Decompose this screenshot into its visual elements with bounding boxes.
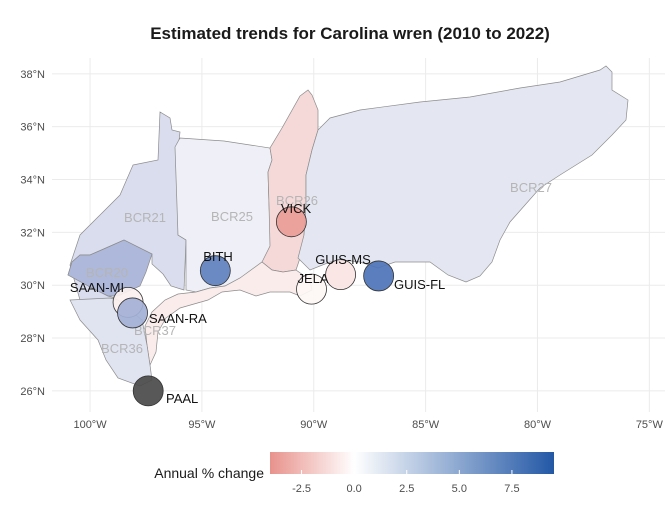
legend-colorbar xyxy=(270,452,554,474)
chart-title: Estimated trends for Carolina wren (2010… xyxy=(150,24,550,43)
longitude-tick-labels: 100°W 95°W 90°W 85°W 80°W 75°W xyxy=(73,419,663,431)
site-marker-PAAL xyxy=(132,375,164,407)
latitude-tick-labels: 26°N 28°N 30°N 32°N 34°N 36°N 38°N xyxy=(20,69,45,398)
legend-tick-label: 0.0 xyxy=(346,483,361,495)
legend-ticks: -2.5 0.0 2.5 5.0 7.5 xyxy=(292,470,520,495)
lat-tick-label: 36°N xyxy=(20,122,45,134)
lat-tick-label: 28°N xyxy=(20,333,45,345)
site-markers xyxy=(112,206,395,407)
site-marker-JELA xyxy=(296,273,327,305)
region-label-BCR20: BCR20 xyxy=(86,265,128,280)
site-label-PAAL: PAAL xyxy=(166,391,198,406)
site-label-JELA: JELA xyxy=(297,271,328,286)
region-label-BCR37: BCR37 xyxy=(134,323,176,338)
site-marker-VICK xyxy=(275,206,307,238)
lat-tick-label: 26°N xyxy=(20,386,45,398)
lat-tick-label: 32°N xyxy=(20,227,45,239)
legend-title: Annual % change xyxy=(154,465,264,481)
lat-tick-label: 34°N xyxy=(20,175,45,187)
lon-tick-label: 95°W xyxy=(188,419,216,431)
site-label-GUIS-MS: GUIS-MS xyxy=(315,252,371,267)
site-label-GUIS-FL: GUIS-FL xyxy=(394,277,445,292)
lat-tick-label: 38°N xyxy=(20,69,45,81)
region-label-BCR21: BCR21 xyxy=(124,210,166,225)
lon-tick-label: 75°W xyxy=(636,419,664,431)
legend-tick-label: 5.0 xyxy=(452,483,467,495)
region-BCR27 xyxy=(297,65,629,283)
region-labels: BCR21 BCR25 BCR26 BCR27 BCR20 BCR37 BCR3… xyxy=(86,180,552,356)
lon-tick-label: 80°W xyxy=(524,419,552,431)
region-label-BCR26: BCR26 xyxy=(276,193,318,208)
site-label-SAAN-RA: SAAN-RA xyxy=(149,311,207,326)
lon-tick-label: 90°W xyxy=(300,419,328,431)
region-label-BCR25: BCR25 xyxy=(211,209,253,224)
site-label-SAAN-MI: SAAN-MI xyxy=(70,280,124,295)
legend-tick-label: -2.5 xyxy=(292,483,311,495)
site-marker-SAAN-RA xyxy=(117,297,148,329)
legend-tick-label: 2.5 xyxy=(399,483,414,495)
lon-tick-label: 85°W xyxy=(412,419,440,431)
site-marker-GUIS-FL xyxy=(363,260,395,292)
lon-tick-label: 100°W xyxy=(73,419,107,431)
region-label-BCR36: BCR36 xyxy=(101,341,143,356)
site-marker-BITH xyxy=(199,255,231,287)
legend-tick-label: 7.5 xyxy=(504,483,519,495)
region-BCR20 xyxy=(67,239,153,297)
site-labels: VICK BITH GUIS-MS GUIS-FL JELA SAAN-MI S… xyxy=(70,201,445,406)
color-legend: Annual % change -2.5 0.0 2.5 5.0 7.5 xyxy=(154,452,554,495)
region-label-BCR27: BCR27 xyxy=(510,180,552,195)
site-marker-GUIS-MS xyxy=(325,259,357,291)
site-label-VICK: VICK xyxy=(281,201,312,216)
map-panel: BCR21 BCR25 BCR26 BCR27 BCR20 BCR37 BCR3… xyxy=(20,58,665,431)
site-label-BITH: BITH xyxy=(203,249,233,264)
lat-tick-label: 30°N xyxy=(20,280,45,292)
